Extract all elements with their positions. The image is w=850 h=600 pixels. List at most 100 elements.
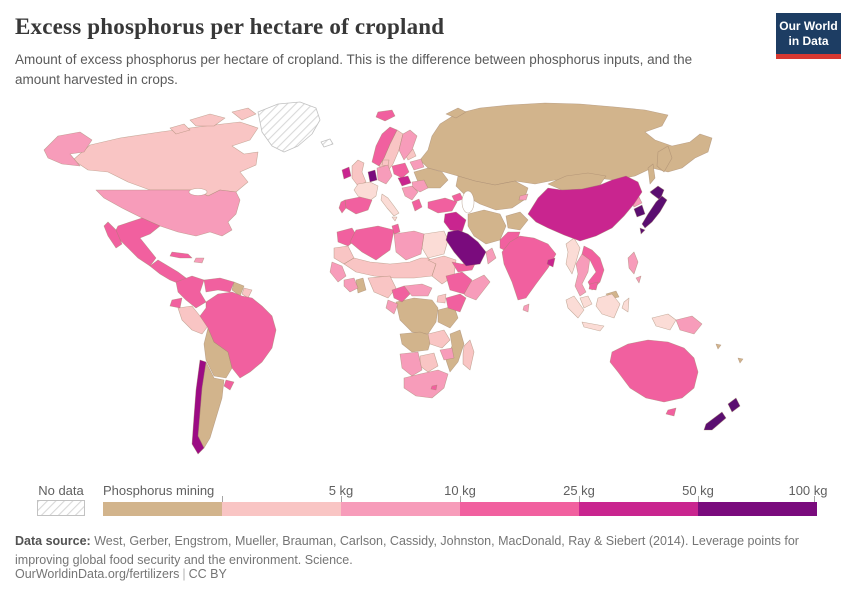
- country-greenland[interactable]: [257, 101, 321, 153]
- country-china[interactable]: [527, 175, 643, 242]
- legend-bin-10-25[interactable]: [460, 502, 579, 516]
- country-chile[interactable]: [191, 359, 207, 455]
- country-afghanistan[interactable]: [505, 211, 529, 231]
- country-peru[interactable]: [177, 305, 209, 335]
- country-sri-lanka[interactable]: [522, 303, 530, 313]
- country-angola[interactable]: [399, 331, 433, 353]
- country-cameroon[interactable]: [391, 285, 411, 303]
- country-ireland[interactable]: [341, 166, 352, 180]
- country-poland[interactable]: [391, 162, 410, 179]
- country-malaysia[interactable]: [579, 295, 593, 309]
- country-alaska[interactable]: [43, 131, 93, 167]
- country-brazil[interactable]: [199, 291, 277, 379]
- country-greece[interactable]: [411, 198, 423, 212]
- country-thailand[interactable]: [574, 253, 591, 297]
- island-fiji[interactable]: [737, 357, 744, 364]
- island-java[interactable]: [581, 321, 605, 332]
- country-south-africa[interactable]: [403, 369, 449, 399]
- country-libya[interactable]: [393, 230, 425, 261]
- country-germany[interactable]: [376, 164, 393, 185]
- legend-bin-0-5[interactable]: [222, 502, 341, 516]
- country-uruguay[interactable]: [223, 379, 235, 391]
- country-uganda[interactable]: [436, 293, 447, 304]
- country-canada-arctic-1[interactable]: [189, 113, 226, 127]
- country-ghana[interactable]: [355, 277, 367, 294]
- country-tunisia[interactable]: [391, 223, 401, 235]
- country-ecuador[interactable]: [169, 297, 183, 309]
- country-australia[interactable]: [609, 339, 699, 403]
- country-ivory-coast[interactable]: [343, 277, 359, 293]
- country-gabon-congo[interactable]: [385, 299, 399, 315]
- country-dr-congo[interactable]: [395, 297, 439, 335]
- country-zambia[interactable]: [427, 329, 451, 349]
- country-ethiopia[interactable]: [445, 271, 473, 295]
- legend-bin-5-10[interactable]: [341, 502, 460, 516]
- country-oman[interactable]: [485, 247, 497, 265]
- country-iceland[interactable]: [375, 109, 396, 122]
- country-netherlands-belgium[interactable]: [367, 169, 378, 183]
- owid-url-link[interactable]: OurWorldinData.org/fertilizers: [15, 567, 180, 581]
- country-kyrgyzstan[interactable]: [518, 193, 529, 201]
- island-sumatra[interactable]: [565, 295, 585, 319]
- country-japan-hokkaido[interactable]: [649, 185, 665, 201]
- country-myanmar[interactable]: [565, 237, 581, 275]
- country-new-zealand-south[interactable]: [703, 411, 727, 431]
- country-west-new-guinea[interactable]: [651, 313, 677, 331]
- country-japan-honshu[interactable]: [641, 195, 668, 229]
- country-egypt[interactable]: [421, 230, 449, 259]
- island-new-caledonia[interactable]: [715, 343, 722, 350]
- country-canada-arctic-2[interactable]: [231, 107, 257, 121]
- country-tasmania[interactable]: [665, 407, 677, 417]
- legend-no-data-swatch[interactable]: [37, 500, 85, 516]
- country-mexico[interactable]: [113, 217, 161, 267]
- country-zimbabwe[interactable]: [439, 347, 455, 361]
- legend-bin-mining[interactable]: [103, 502, 222, 516]
- country-venezuela[interactable]: [203, 277, 235, 293]
- country-portugal[interactable]: [338, 199, 347, 214]
- country-canada[interactable]: [72, 121, 259, 197]
- country-papua-new-guinea[interactable]: [675, 315, 703, 335]
- country-turkey[interactable]: [427, 197, 458, 214]
- country-canada-arctic-3[interactable]: [169, 123, 191, 135]
- country-senegal-guinea[interactable]: [329, 261, 347, 283]
- country-philippines[interactable]: [627, 251, 639, 275]
- island-borneo[interactable]: [595, 293, 621, 319]
- country-hispaniola[interactable]: [193, 257, 205, 264]
- country-kamchatka[interactable]: [656, 145, 673, 173]
- country-svalbard[interactable]: [320, 138, 334, 148]
- country-spain[interactable]: [344, 196, 373, 215]
- country-algeria[interactable]: [349, 225, 395, 261]
- country-laos-vietnam[interactable]: [581, 245, 605, 291]
- country-sahel-belt[interactable]: [343, 257, 437, 279]
- legend-bin-50-100[interactable]: [698, 502, 817, 516]
- country-balkans[interactable]: [401, 185, 419, 201]
- country-india[interactable]: [501, 235, 557, 301]
- country-lesotho[interactable]: [430, 384, 438, 391]
- country-kenya[interactable]: [445, 293, 467, 313]
- country-finland[interactable]: [398, 129, 418, 161]
- country-novaya-zemlya[interactable]: [445, 107, 467, 119]
- island-sicily[interactable]: [391, 216, 398, 222]
- country-syria-iraq[interactable]: [443, 211, 467, 233]
- country-baja[interactable]: [103, 221, 123, 249]
- country-bangladesh[interactable]: [546, 257, 556, 268]
- country-botswana[interactable]: [419, 352, 439, 373]
- country-russia[interactable]: [419, 102, 713, 186]
- country-japan-kyushu[interactable]: [639, 227, 646, 235]
- country-norway[interactable]: [371, 126, 398, 167]
- country-cambodia[interactable]: [588, 281, 599, 291]
- country-italy[interactable]: [380, 193, 400, 217]
- country-czechia-hungary[interactable]: [397, 175, 412, 187]
- country-sakhalin[interactable]: [647, 163, 656, 185]
- country-united-kingdom[interactable]: [351, 159, 367, 187]
- country-belarus[interactable]: [409, 158, 425, 171]
- island-sulawesi[interactable]: [621, 297, 630, 313]
- country-madagascar[interactable]: [462, 339, 475, 371]
- owid-logo[interactable]: Our World in Data: [776, 13, 841, 59]
- legend-bin-25-50[interactable]: [579, 502, 698, 516]
- country-namibia[interactable]: [399, 351, 423, 377]
- country-saudi-arabia[interactable]: [445, 229, 487, 267]
- country-cuba[interactable]: [169, 251, 193, 259]
- country-south-korea[interactable]: [633, 204, 646, 218]
- country-new-zealand-north[interactable]: [727, 397, 741, 413]
